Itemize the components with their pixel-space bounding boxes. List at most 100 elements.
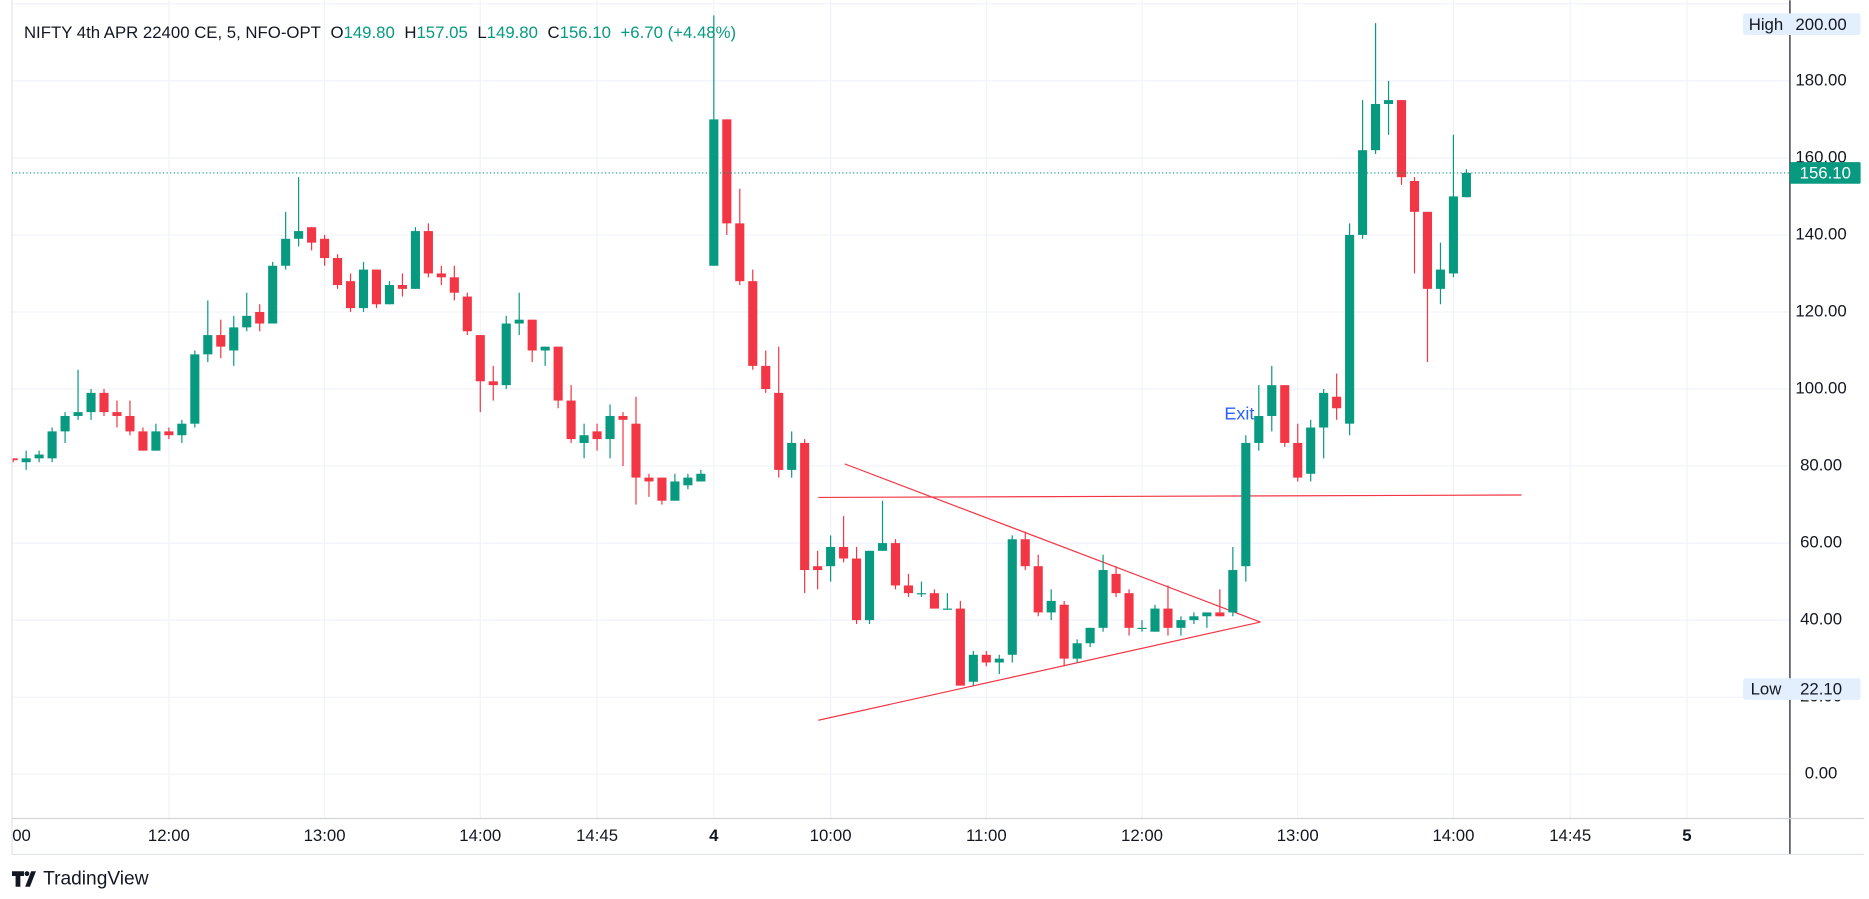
candle-body xyxy=(1046,600,1056,613)
candle-body xyxy=(1254,415,1264,443)
candle-body xyxy=(268,265,278,324)
axes xyxy=(11,0,1865,856)
candle-body xyxy=(618,415,628,420)
candle-body xyxy=(60,415,70,432)
candle-body xyxy=(1189,616,1199,621)
candle-body xyxy=(475,335,485,382)
legend-value: 149.80 xyxy=(344,23,395,42)
candle-body xyxy=(748,281,758,366)
candle-body xyxy=(203,335,213,355)
candle-body xyxy=(890,543,901,586)
candle-body xyxy=(1085,627,1095,644)
last-price-label: 156.10 xyxy=(1800,164,1851,183)
candle-body xyxy=(1033,566,1043,613)
candle-body xyxy=(592,431,602,440)
candle-body xyxy=(605,415,615,440)
candle-body xyxy=(1396,100,1407,178)
candle-body xyxy=(384,285,395,305)
candle-body xyxy=(307,227,317,243)
candle-body xyxy=(1124,593,1134,628)
candle-body xyxy=(125,415,135,432)
candle-body xyxy=(177,423,187,436)
y-tick-label: 80.00 xyxy=(1800,455,1842,474)
candle-body xyxy=(397,285,407,289)
candle-body xyxy=(527,319,537,351)
x-tick-label: 14:00 xyxy=(1432,826,1474,845)
candle-body xyxy=(839,546,849,559)
candle-body xyxy=(112,412,122,416)
high-marker-tag xyxy=(1743,13,1861,35)
candle-body xyxy=(826,546,836,567)
low-marker-label: 22.10 xyxy=(1800,680,1842,699)
candle-body xyxy=(1383,100,1394,104)
candle-body xyxy=(294,231,304,239)
candle-body xyxy=(877,543,888,551)
x-tick-label: 00 xyxy=(12,826,31,845)
legend-key: O xyxy=(330,23,343,42)
candle-body xyxy=(1176,620,1186,628)
candle-body xyxy=(73,412,83,416)
x-tick-label: 4 xyxy=(709,826,719,845)
candle-body xyxy=(761,365,771,390)
candle-body xyxy=(929,593,939,609)
candle-body xyxy=(1007,539,1017,655)
candle-body xyxy=(1435,269,1446,289)
candle-body xyxy=(242,315,252,328)
brand-name: TradingView xyxy=(43,869,149,890)
candle-body xyxy=(1163,608,1173,628)
candle-body xyxy=(1202,612,1212,617)
candle-body xyxy=(1111,573,1121,594)
candles xyxy=(11,15,1471,686)
candle-body xyxy=(190,354,200,424)
candle-body xyxy=(683,477,693,486)
exit-annotation: Exit xyxy=(1224,404,1254,424)
x-tick-label: 12:00 xyxy=(1121,826,1163,845)
candle-body xyxy=(436,273,446,278)
grid xyxy=(11,0,1790,819)
candle-body xyxy=(449,277,459,293)
candle-body xyxy=(1228,570,1238,613)
candle-body xyxy=(994,658,1004,663)
candle-body xyxy=(852,558,862,621)
candle-body xyxy=(774,392,784,470)
candle-body xyxy=(1461,172,1471,198)
x-tick-label: 11:00 xyxy=(966,826,1007,845)
candle-body xyxy=(1306,427,1316,474)
high-marker-label: 200.00 xyxy=(1795,15,1846,34)
y-tick-label: 60.00 xyxy=(1800,533,1842,552)
candle-body xyxy=(86,392,96,413)
candle-body xyxy=(1137,627,1147,630)
candle-body xyxy=(99,392,109,413)
triangle-lower-line xyxy=(818,621,1261,721)
candle-body xyxy=(1280,385,1290,443)
candle-body xyxy=(1098,570,1108,628)
candle-body xyxy=(709,119,719,266)
candle-body xyxy=(345,281,356,309)
y-tick-label: 140.00 xyxy=(1795,224,1846,243)
candle-body xyxy=(1358,150,1368,235)
y-tick-label: 40.00 xyxy=(1800,610,1842,629)
brand-logo-dot xyxy=(24,871,30,877)
horizontal-line xyxy=(818,494,1522,499)
candle-body xyxy=(34,454,44,459)
candle-body xyxy=(1150,608,1160,632)
candle-body xyxy=(903,585,914,594)
last-price-tag xyxy=(1789,162,1861,184)
candle-body xyxy=(955,608,965,686)
candle-body xyxy=(410,231,420,289)
candle-body xyxy=(968,654,978,682)
x-tick-label: 5 xyxy=(1682,826,1691,845)
candle-body xyxy=(462,296,472,332)
drawings: Exit xyxy=(818,404,1522,721)
candle-body xyxy=(47,431,57,459)
candle-body xyxy=(1241,442,1251,567)
candle-body xyxy=(216,335,226,347)
candle-body xyxy=(540,346,550,351)
legend: NIFTY 4th APR 22400 CE, 5, NFO-OPT O 149.8… xyxy=(24,23,736,42)
candle-body xyxy=(138,431,148,451)
candle-body xyxy=(1448,196,1458,274)
candle-body xyxy=(320,238,330,259)
x-tick-label: 13:00 xyxy=(304,826,346,845)
y-tick-label: 100.00 xyxy=(1795,378,1846,397)
